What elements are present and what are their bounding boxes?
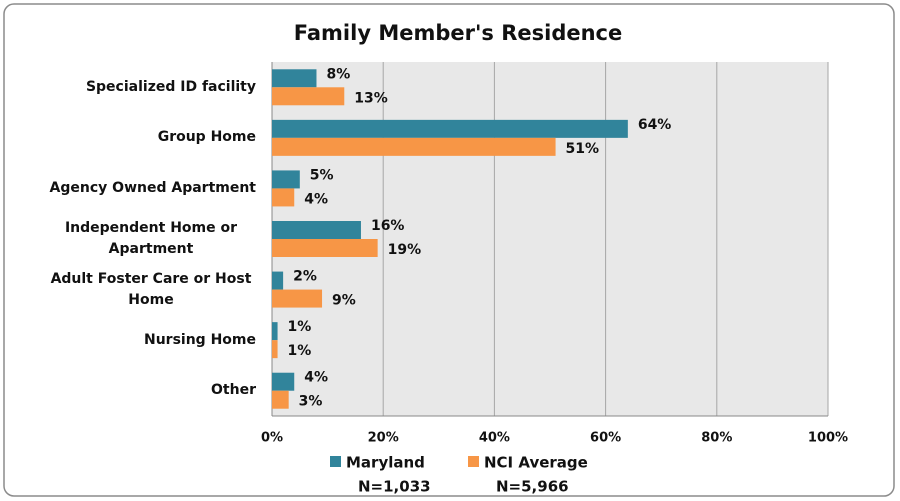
bar (272, 372, 295, 391)
x-tick-label: 100% (808, 431, 848, 446)
y-tick-label: Specialized ID facility (8, 65, 256, 109)
bar (272, 69, 317, 88)
legend-label: NCI Average (484, 454, 588, 472)
y-tick-label: Group Home (8, 116, 256, 160)
value-label: 2% (293, 269, 317, 285)
legend-sample: N=1,033 (358, 478, 431, 496)
x-tick-label: 20% (368, 431, 399, 446)
value-label: 9% (332, 293, 356, 309)
legend-sample: N=5,966 (496, 478, 569, 496)
y-tick-label: Agency Owned Apartment (8, 166, 256, 210)
bar (272, 271, 284, 290)
category-text: Other (211, 382, 256, 399)
bar (272, 390, 289, 409)
x-tick-label: 40% (479, 431, 510, 446)
legend-swatch (468, 456, 479, 467)
x-tick-label: 80% (701, 431, 732, 446)
bar (272, 239, 378, 257)
value-label: 19% (388, 242, 422, 258)
x-tick-label: 60% (590, 431, 621, 446)
y-tick-label: Nursing Home (8, 318, 256, 362)
bar (272, 221, 361, 239)
bar (272, 322, 278, 341)
x-tick-label: 0% (261, 431, 283, 446)
category-text: Adult Foster Care or Host Home (50, 270, 252, 308)
value-label: 5% (310, 167, 334, 183)
category-text: Nursing Home (144, 331, 256, 348)
value-label: 13% (354, 90, 388, 106)
bar (272, 87, 345, 106)
bar (272, 289, 323, 308)
bar (272, 340, 278, 359)
legend-label: Maryland (346, 454, 425, 472)
value-label: 3% (299, 394, 323, 410)
legend-swatch (330, 456, 341, 467)
y-tick-label: Adult Foster Care or Host Home (8, 268, 256, 312)
value-label: 4% (304, 191, 328, 207)
value-label: 1% (288, 343, 312, 359)
value-label: 51% (566, 141, 600, 157)
bar (272, 119, 628, 138)
category-text: Specialized ID facility (85, 78, 256, 95)
bar (272, 137, 556, 156)
chart-title: Family Member's Residence (294, 21, 622, 45)
bar (272, 188, 295, 207)
category-text: Independent Home or Apartment (64, 220, 238, 257)
y-tick-label: Independent Home or Apartment (8, 217, 256, 261)
bar (272, 170, 300, 189)
value-label: 1% (288, 319, 312, 335)
value-label: 4% (304, 370, 328, 386)
value-label: 16% (371, 218, 405, 234)
value-label: 8% (326, 66, 350, 82)
category-text: Agency Owned Apartment (49, 179, 256, 196)
category-text: Group Home (157, 129, 256, 146)
y-tick-label: Other (8, 369, 256, 413)
value-label: 64% (638, 117, 672, 133)
